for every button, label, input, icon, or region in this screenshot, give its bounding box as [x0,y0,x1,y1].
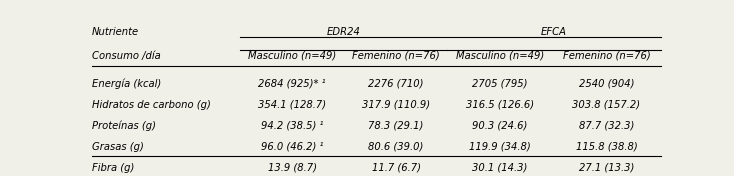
Text: Femenino (n=76): Femenino (n=76) [563,51,650,61]
Text: 2684 (925)* ¹: 2684 (925)* ¹ [258,79,326,89]
Text: 30.1 (14.3): 30.1 (14.3) [472,163,528,173]
Text: 90.3 (24.6): 90.3 (24.6) [472,121,528,131]
Text: Masculino (n=49): Masculino (n=49) [248,51,336,61]
Text: Energía (kcal): Energía (kcal) [92,79,161,89]
Text: 27.1 (13.3): 27.1 (13.3) [579,163,634,173]
Text: Femenino (n=76): Femenino (n=76) [352,51,440,61]
Text: 115.8 (38.8): 115.8 (38.8) [575,142,637,152]
Text: Consumo /día: Consumo /día [92,51,161,61]
Text: 13.9 (8.7): 13.9 (8.7) [268,163,317,173]
Text: 316.5 (126.6): 316.5 (126.6) [466,100,534,110]
Text: Hidratos de carbono (g): Hidratos de carbono (g) [92,100,211,110]
Text: 87.7 (32.3): 87.7 (32.3) [579,121,634,131]
Text: 2540 (904): 2540 (904) [579,79,634,89]
Text: 354.1 (128.7): 354.1 (128.7) [258,100,327,110]
Text: 119.9 (34.8): 119.9 (34.8) [469,142,531,152]
Text: 11.7 (6.7): 11.7 (6.7) [371,163,421,173]
Text: Proteínas (g): Proteínas (g) [92,121,156,131]
Text: 80.6 (39.0): 80.6 (39.0) [368,142,424,152]
Text: 96.0 (46.2) ¹: 96.0 (46.2) ¹ [261,142,324,152]
Text: 317.9 (110.9): 317.9 (110.9) [362,100,430,110]
Text: EDR24: EDR24 [327,27,360,37]
Text: 2705 (795): 2705 (795) [472,79,528,89]
Text: 78.3 (29.1): 78.3 (29.1) [368,121,424,131]
Text: 2276 (710): 2276 (710) [368,79,424,89]
Text: EFCA: EFCA [541,27,567,37]
Text: Nutriente: Nutriente [92,27,139,37]
Text: Masculino (n=49): Masculino (n=49) [456,51,544,61]
Text: 303.8 (157.2): 303.8 (157.2) [573,100,641,110]
Text: Grasas (g): Grasas (g) [92,142,144,152]
Text: 94.2 (38.5) ¹: 94.2 (38.5) ¹ [261,121,324,131]
Text: Fibra (g): Fibra (g) [92,163,134,173]
